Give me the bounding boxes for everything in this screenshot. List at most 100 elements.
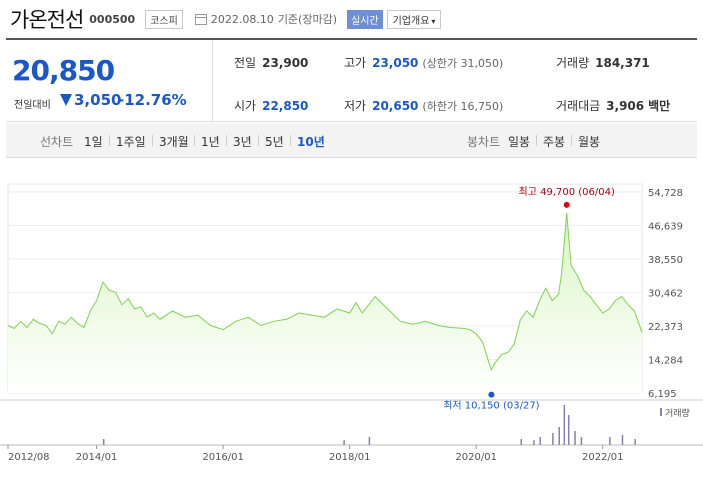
volume-bar <box>621 435 624 445</box>
price-line <box>7 212 643 372</box>
divider <box>152 135 153 146</box>
volume-bar <box>609 437 611 445</box>
lower-limit: (하한가 16,750) <box>422 100 504 113</box>
volume-bar <box>558 427 560 445</box>
current-price: 20,850 <box>12 54 115 87</box>
tab-monthly-candle[interactable]: 월봉 <box>578 135 601 149</box>
volume-label: 거래량 <box>556 56 590 70</box>
candle-chart-label: 봉차트 <box>467 135 501 149</box>
change-label: 전일대비 <box>14 100 51 111</box>
volume-legend-swatch <box>660 408 662 416</box>
tab-weekly-candle[interactable]: 주봉 <box>543 135 566 149</box>
prev-close-label: 전일 <box>234 56 257 70</box>
high-low-markers: 최고 49,700 (06/04) 최저 10,150 (03/27) <box>443 186 615 412</box>
divider <box>226 135 227 146</box>
open-price-value: 22,850 <box>262 99 309 113</box>
y-tick-label: 14,284 <box>648 356 683 367</box>
x-tick-label: 2012/08 <box>8 452 50 463</box>
divider <box>290 135 291 146</box>
volume-bar <box>533 440 535 445</box>
high-point-dot <box>563 201 570 208</box>
trade-amount: 거래대금 3,906 백만 <box>556 97 670 114</box>
quote-panel: 20,850 전일대비 3,050 -12.76% 전일 23,900 고가 23,… <box>6 38 697 122</box>
x-tick-label: 2014/01 <box>76 452 118 463</box>
quote-date: 2022.08.10 <box>210 12 274 26</box>
tab-daily-candle[interactable]: 일봉 <box>508 135 531 149</box>
stock-code: 000500 <box>89 12 136 26</box>
volume-bar <box>567 415 570 445</box>
tab-5y[interactable]: 5년 <box>265 135 284 149</box>
down-arrow-icon <box>60 94 72 106</box>
y-tick-label: 54,728 <box>648 188 683 199</box>
price-area <box>8 212 642 393</box>
tab-10y[interactable]: 10년 <box>297 135 325 149</box>
y-axis-ticks: 54,728 46,639 38,550 30,462 22,373 14,284 6,19… <box>648 188 683 400</box>
divider <box>109 135 110 146</box>
high-price-label: 고가 <box>344 56 367 70</box>
low-price: 저가 20,650 (하한가 16,750) <box>344 97 503 114</box>
divider <box>536 135 537 146</box>
high-price: 고가 23,050 (상한가 31,050) <box>344 54 503 71</box>
high-point-label: 최고 49,700 (06/04) <box>519 186 615 198</box>
tab-1w[interactable]: 1주일 <box>116 135 146 149</box>
x-tick-label: 2022/01 <box>582 452 624 463</box>
x-tick-label: 2018/01 <box>329 452 371 463</box>
high-price-value: 23,050 <box>372 56 419 70</box>
chevron-down-icon: ▾ <box>431 16 436 26</box>
prev-close-value: 23,900 <box>262 56 309 70</box>
company-overview-button[interactable]: 기업개요 ▾ <box>386 9 442 29</box>
tab-1y[interactable]: 1년 <box>201 135 220 149</box>
y-tick-label: 6,195 <box>648 389 677 400</box>
trade-amount-value: 3,906 <box>606 99 645 113</box>
volume-bar <box>574 431 576 445</box>
market-badge: 코스피 <box>145 9 183 29</box>
low-price-value: 20,650 <box>372 99 419 113</box>
x-tick-label: 2016/01 <box>202 452 244 463</box>
upper-limit: (상한가 31,050) <box>422 57 504 70</box>
volume-bar <box>343 440 345 445</box>
stock-name: 가온전선 <box>10 8 84 32</box>
divider <box>194 135 195 146</box>
volume-bar <box>520 439 523 445</box>
volume-bar <box>368 437 371 445</box>
volume-bar <box>539 437 541 445</box>
change-value: 3,050 <box>74 91 122 109</box>
tab-3y[interactable]: 3년 <box>233 135 252 149</box>
trade-amount-label: 거래대금 <box>556 99 601 113</box>
stock-header: 가온전선 000500 코스피 2022.08.10 기준(장마감) 실시간 기… <box>0 0 703 38</box>
open-price-label: 시가 <box>234 99 257 113</box>
divider <box>571 135 572 146</box>
volume-bar <box>580 437 583 445</box>
open-price: 시가 22,850 <box>234 97 308 114</box>
x-tick-label: 2020/01 <box>455 452 497 463</box>
y-tick-label: 30,462 <box>648 289 683 300</box>
volume-bar <box>552 433 554 445</box>
low-point-label: 최저 10,150 (03/27) <box>443 400 539 412</box>
y-tick-label: 38,550 <box>648 255 683 266</box>
trade-amount-unit: 백만 <box>648 99 671 113</box>
tab-3m[interactable]: 3개월 <box>159 135 189 149</box>
y-tick-label: 22,373 <box>648 322 683 333</box>
volume-bar <box>102 439 105 445</box>
calendar-icon <box>194 13 207 25</box>
chart-period-tabs: 선차트 1일 1주일 3개월 1년 3년 5년 10년 봉차트 일봉 주봉 월봉 <box>6 123 697 158</box>
line-chart-label: 선차트 <box>40 135 74 149</box>
y-tick-label: 46,639 <box>648 222 683 233</box>
volume-legend-label: 거래량 <box>665 407 690 419</box>
low-point-dot <box>488 391 495 398</box>
quote-basis: 기준(장마감) <box>277 13 337 26</box>
change-percent: -12.76% <box>118 91 187 109</box>
tab-1d[interactable]: 1일 <box>84 135 103 149</box>
low-price-label: 저가 <box>344 99 367 113</box>
divider <box>258 135 259 146</box>
prev-close: 전일 23,900 <box>234 54 308 71</box>
price-box: 20,850 전일대비 3,050 -12.76% <box>6 40 213 122</box>
x-axis-ticks: 2012/08 2014/01 2016/01 2018/01 2020/01 2022/… <box>7 445 624 463</box>
realtime-button[interactable]: 실시간 <box>347 9 383 29</box>
volume-chart: 거래량 <box>0 399 703 446</box>
volume-value: 184,371 <box>595 56 650 70</box>
volume: 거래량 184,371 <box>556 54 650 71</box>
volume-bar <box>634 439 636 445</box>
company-overview-label: 기업개요 <box>392 15 430 27</box>
